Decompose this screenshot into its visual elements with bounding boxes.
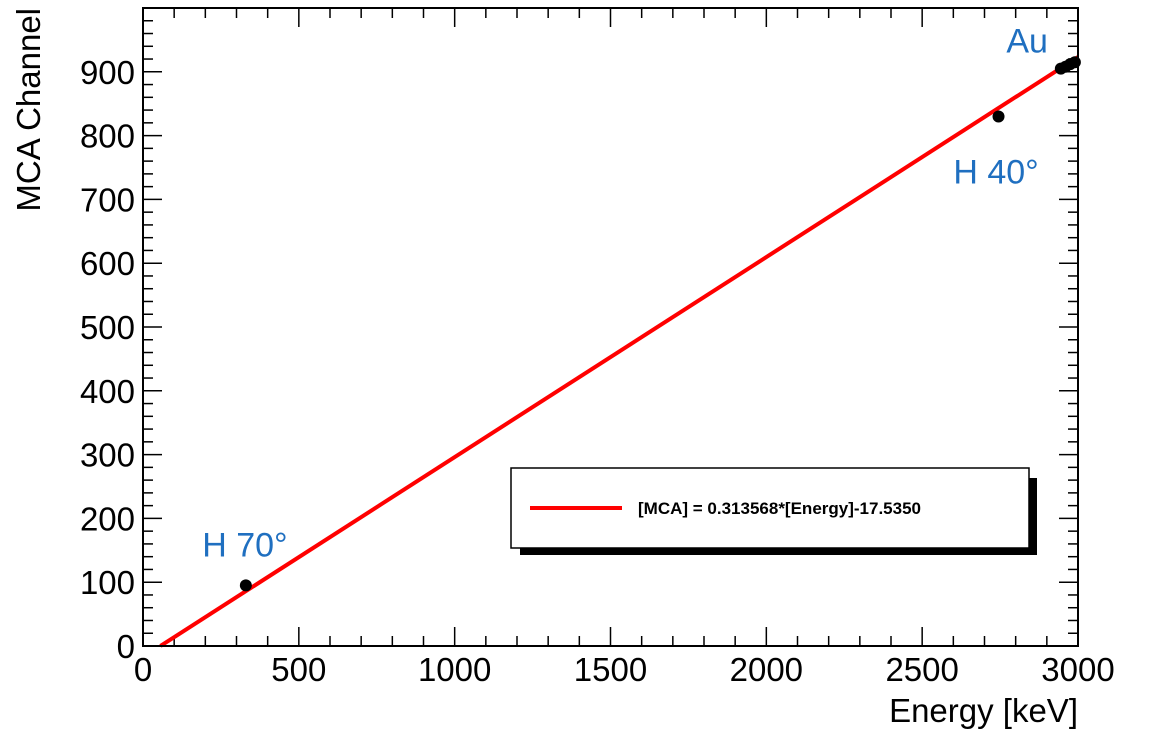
x-axis-title: Energy [keV] xyxy=(889,692,1078,729)
y-tick-label: 500 xyxy=(80,309,135,346)
x-tick-label: 500 xyxy=(271,651,326,688)
y-tick-label: 600 xyxy=(80,245,135,282)
annotations: Au H 40° H 70° xyxy=(202,23,1048,565)
point-annotation: H 40° xyxy=(953,153,1038,191)
x-tick-label: 1500 xyxy=(574,651,647,688)
x-tick-label: 1000 xyxy=(418,651,491,688)
y-tick-label: 900 xyxy=(80,54,135,91)
data-point xyxy=(992,110,1005,123)
x-tick-label: 2000 xyxy=(730,651,803,688)
x-tick-label: 3000 xyxy=(1041,651,1114,688)
data-point xyxy=(1068,56,1081,69)
point-annotation: H 70° xyxy=(202,527,287,565)
y-tick-label: 400 xyxy=(80,373,135,410)
data-point xyxy=(239,579,252,592)
y-tick-label: 100 xyxy=(80,564,135,601)
y-tick-label: 300 xyxy=(80,437,135,474)
y-axis-title: MCA Channel xyxy=(10,8,47,212)
fit-line-layer xyxy=(159,55,1080,648)
fit-line xyxy=(159,55,1080,648)
point-annotation: Au xyxy=(1006,23,1048,61)
x-tick-label: 0 xyxy=(134,651,152,688)
plot-frame xyxy=(142,7,1079,647)
y-tick-label: 200 xyxy=(80,500,135,537)
y-tick-label: 800 xyxy=(80,118,135,155)
legend-label: [MCA] = 0.313568*[Energy]-17.5350 xyxy=(638,499,921,518)
x-tick-label: 2500 xyxy=(885,651,958,688)
y-tick-label: 0 xyxy=(117,628,135,665)
legend: [MCA] = 0.313568*[Energy]-17.5350 xyxy=(510,467,1037,555)
axis-ticks xyxy=(142,7,1079,647)
y-tick-label: 700 xyxy=(80,181,135,218)
tick-labels: 0 500 1000 1500 2000 2500 3000 0 100 200 300 400 500… xyxy=(80,54,1115,688)
